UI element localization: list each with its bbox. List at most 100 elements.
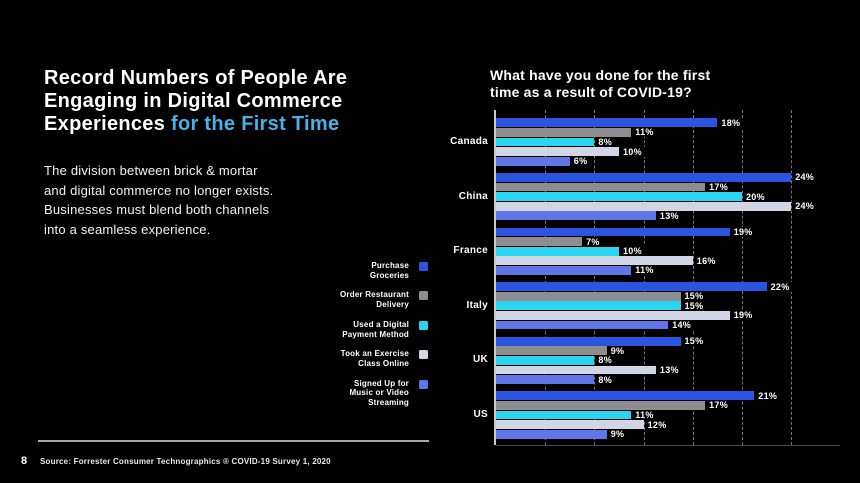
bar	[496, 356, 595, 365]
chart-title: What have you done for the first time as…	[490, 66, 711, 100]
bar-value-label: 24%	[792, 172, 818, 183]
bar-row: 15%	[496, 291, 840, 302]
bar	[496, 201, 792, 211]
bar-group-china: 24% 17% 20% 24% 13%	[496, 172, 840, 221]
bar-value-label: 11%	[632, 127, 657, 138]
bar-value-label: 12%	[644, 419, 670, 430]
bar-row: 10%	[496, 246, 840, 257]
bar-row: 22%	[496, 281, 840, 292]
gridline	[791, 110, 793, 445]
bar-group-us: 21% 17% 11% 12% 9%	[496, 390, 840, 440]
bar	[496, 256, 693, 266]
bar-value-label: 10%	[620, 146, 645, 157]
bar-value-label: 22%	[767, 281, 793, 292]
headline-line-3-white: Experiences	[44, 113, 172, 136]
bar-row: 8%	[496, 136, 840, 147]
chart-plot: 18% 11% 8% 10% 6% 24% 17% 20% 24% 13% 19% 7% 10% 16% 1…	[494, 110, 840, 446]
bar-value-label: 8%	[595, 355, 615, 366]
bar	[496, 429, 607, 439]
bar-value-label: 17%	[706, 181, 732, 192]
bar	[496, 410, 632, 420]
bar-value-label: 11%	[632, 409, 657, 420]
bar-group-uk: 15% 9% 8% 13% 8%	[496, 336, 840, 385]
legend-swatch	[419, 262, 428, 271]
source-divider-line	[38, 440, 429, 442]
bar	[496, 365, 656, 375]
bar-row: 11%	[496, 265, 840, 276]
page-number: 8	[21, 455, 28, 467]
category-label-canada: Canada	[450, 136, 488, 147]
source-text: Source: Forrester Consumer Technographic…	[40, 457, 331, 466]
bar-row: 7%	[496, 236, 840, 247]
bar-value-label: 7%	[583, 236, 603, 247]
bar	[496, 336, 681, 346]
legend-label: Order Restaurant Delivery	[340, 290, 409, 310]
bar-value-label: 9%	[607, 345, 628, 356]
bar-row: 24%	[496, 172, 840, 183]
legend-entry-0: Purchase Groceries	[260, 261, 428, 280]
headline: Record Numbers of People Are Engaging in…	[44, 67, 347, 136]
bar-row: 17%	[496, 400, 840, 411]
bar-row: 15%	[496, 300, 840, 311]
bar-row: 15%	[496, 336, 840, 347]
bar-value-label: 8%	[595, 374, 615, 385]
bar-value-label: 15%	[681, 291, 707, 302]
bar-row: 19%	[496, 226, 840, 237]
bar-value-label: 13%	[656, 364, 682, 375]
gridline	[643, 110, 645, 445]
headline-accent-text: for the First Time	[171, 113, 340, 136]
y-axis-line	[494, 110, 496, 445]
legend-label: Signed Up for Music or Video Streaming	[349, 378, 409, 408]
headline-line-2: Engaging in Digital Commerce	[44, 90, 343, 113]
bar	[496, 156, 570, 166]
legend-swatch	[419, 379, 428, 389]
legend: Purchase Groceries Order Restaurant Deliv…	[260, 261, 428, 418]
bar-value-label: 13%	[656, 210, 682, 221]
bar-value-label: 20%	[743, 191, 768, 202]
bar	[496, 301, 681, 311]
bar-row: 18%	[496, 117, 840, 128]
bar	[496, 182, 706, 192]
bar-row: 19%	[496, 310, 840, 321]
gridline	[594, 110, 596, 445]
bar-row: 8%	[496, 374, 840, 385]
bar-row: 21%	[496, 390, 840, 401]
bar-row: 16%	[496, 255, 840, 266]
bar-value-label: 19%	[730, 310, 756, 321]
gridline	[545, 110, 547, 445]
bar-row: 12%	[496, 419, 840, 430]
bar-row: 24%	[496, 201, 840, 212]
bar-row: 17%	[496, 181, 840, 192]
bar	[496, 118, 718, 128]
bar	[496, 282, 767, 291]
bar-group-italy: 22% 15% 15% 19% 14%	[496, 281, 840, 330]
bar-value-label: 16%	[693, 255, 719, 266]
gridline	[742, 110, 743, 445]
bar	[496, 128, 632, 137]
legend-entry-2: Used a Digital Payment Method	[260, 320, 428, 339]
bar-row: 13%	[496, 364, 840, 375]
bar-value-label: 17%	[706, 400, 732, 411]
bar-group-france: 19% 7% 10% 16% 11%	[496, 226, 840, 276]
bar-row: 14%	[496, 319, 840, 330]
category-label-france: France	[453, 245, 488, 257]
bar	[496, 192, 742, 201]
legend-label: Took an Exercise Class Online	[340, 349, 409, 368]
bar	[496, 237, 583, 246]
bar-value-label: 6%	[570, 156, 591, 167]
bar	[496, 401, 706, 410]
bar	[496, 173, 792, 182]
headline-line-1: Record Numbers of People Are	[44, 67, 348, 90]
bar	[496, 346, 607, 356]
bar-row: 20%	[496, 191, 840, 202]
headline-line-3: Experiences for the First Time	[44, 113, 347, 136]
bar-value-label: 15%	[681, 336, 707, 347]
bar	[496, 375, 595, 384]
bar-value-label: 9%	[607, 429, 628, 440]
bar-value-label: 11%	[632, 265, 657, 276]
bar	[496, 137, 595, 147]
bar	[496, 147, 619, 156]
legend-entry-1: Order Restaurant Delivery	[260, 290, 428, 309]
bar	[496, 246, 619, 256]
